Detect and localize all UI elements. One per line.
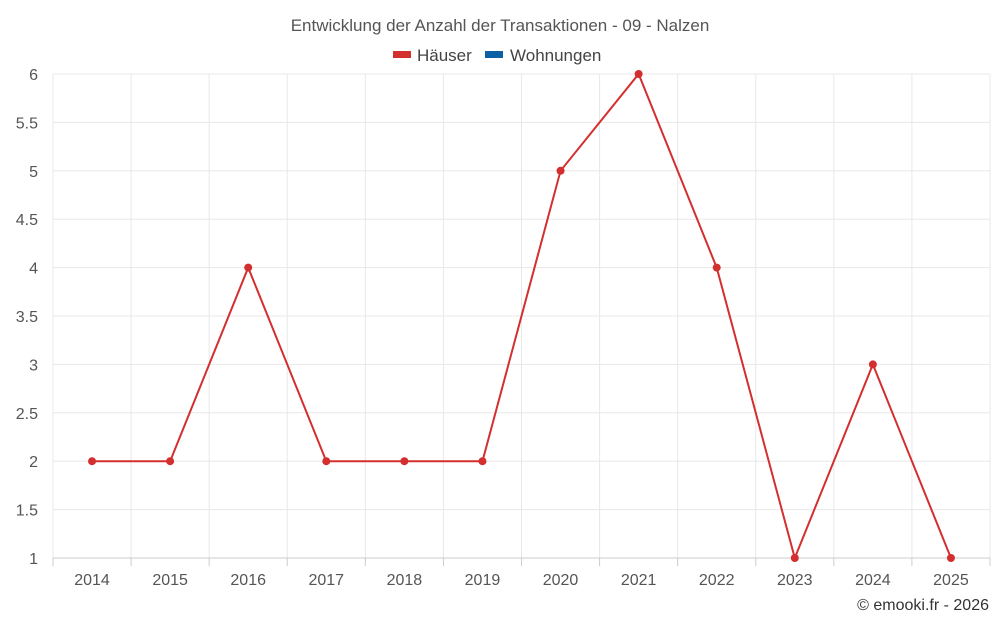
x-tick-label: 2020 bbox=[543, 572, 579, 589]
y-tick-label: 4 bbox=[29, 261, 38, 278]
data-point-haeuser-2014[interactable] bbox=[88, 457, 97, 466]
data-point-haeuser-2019[interactable] bbox=[478, 457, 487, 466]
legend-label-haeuser: Häuser bbox=[417, 46, 472, 65]
x-tick-label: 2024 bbox=[855, 572, 891, 589]
data-point-haeuser-2018[interactable] bbox=[400, 457, 409, 466]
axes bbox=[52, 557, 991, 566]
y-tick-label: 2 bbox=[29, 454, 38, 471]
x-axis-labels: 2014 2015 2016 2017 2018 2019 2020 2021 2022 2023… bbox=[74, 572, 969, 589]
credit-text: © emooki.fr - 2026 bbox=[857, 597, 989, 614]
x-tick-label: 2021 bbox=[621, 572, 657, 589]
y-tick-label: 3 bbox=[29, 357, 38, 374]
y-tick-label: 2.5 bbox=[16, 406, 38, 423]
y-tick-label: 4.5 bbox=[16, 212, 38, 229]
legend: Häuser Wohnungen bbox=[393, 46, 601, 65]
series-line-haeuser bbox=[92, 72, 952, 562]
x-tick-label: 2015 bbox=[152, 572, 188, 589]
y-tick-label: 1 bbox=[29, 551, 38, 568]
y-tick-label: 5 bbox=[29, 164, 38, 181]
grid bbox=[52, 73, 991, 558]
x-tick-label: 2023 bbox=[777, 572, 813, 589]
data-point-haeuser-2025[interactable] bbox=[946, 554, 955, 562]
data-point-haeuser-2016[interactable] bbox=[244, 263, 253, 272]
x-tick-label: 2017 bbox=[308, 572, 344, 589]
legend-label-wohnungen: Wohnungen bbox=[510, 46, 601, 65]
y-tick-label: 5.5 bbox=[16, 115, 38, 132]
data-point-haeuser-2024[interactable] bbox=[868, 360, 877, 369]
x-tick-label: 2025 bbox=[933, 572, 969, 589]
x-tick-label: 2018 bbox=[387, 572, 423, 589]
x-tick-label: 2016 bbox=[230, 572, 266, 589]
legend-item-haeuser[interactable]: Häuser bbox=[393, 46, 472, 65]
data-point-haeuser-2023[interactable] bbox=[790, 554, 799, 562]
y-tick-label: 6 bbox=[29, 67, 38, 84]
legend-item-wohnungen[interactable]: Wohnungen bbox=[485, 46, 601, 65]
data-point-haeuser-2015[interactable] bbox=[166, 457, 175, 466]
data-point-haeuser-2020[interactable] bbox=[556, 166, 565, 175]
data-point-haeuser-2021[interactable] bbox=[634, 70, 643, 78]
y-tick-label: 1.5 bbox=[16, 503, 38, 520]
legend-swatch-haeuser bbox=[393, 51, 411, 58]
y-tick-label: 3.5 bbox=[16, 309, 38, 326]
x-tick-label: 2022 bbox=[699, 572, 735, 589]
data-point-haeuser-2017[interactable] bbox=[322, 457, 331, 466]
x-tick-label: 2014 bbox=[74, 572, 110, 589]
legend-swatch-wohnungen bbox=[485, 51, 503, 58]
data-point-haeuser-2022[interactable] bbox=[712, 263, 721, 272]
x-tick-label: 2019 bbox=[465, 572, 501, 589]
series-haeuser bbox=[88, 70, 955, 562]
chart-title: Entwicklung der Anzahl der Transaktionen… bbox=[291, 16, 710, 35]
y-axis-labels: 1 1.5 2 2.5 3 3.5 4 4.5 5 5.5 6 bbox=[16, 67, 38, 568]
